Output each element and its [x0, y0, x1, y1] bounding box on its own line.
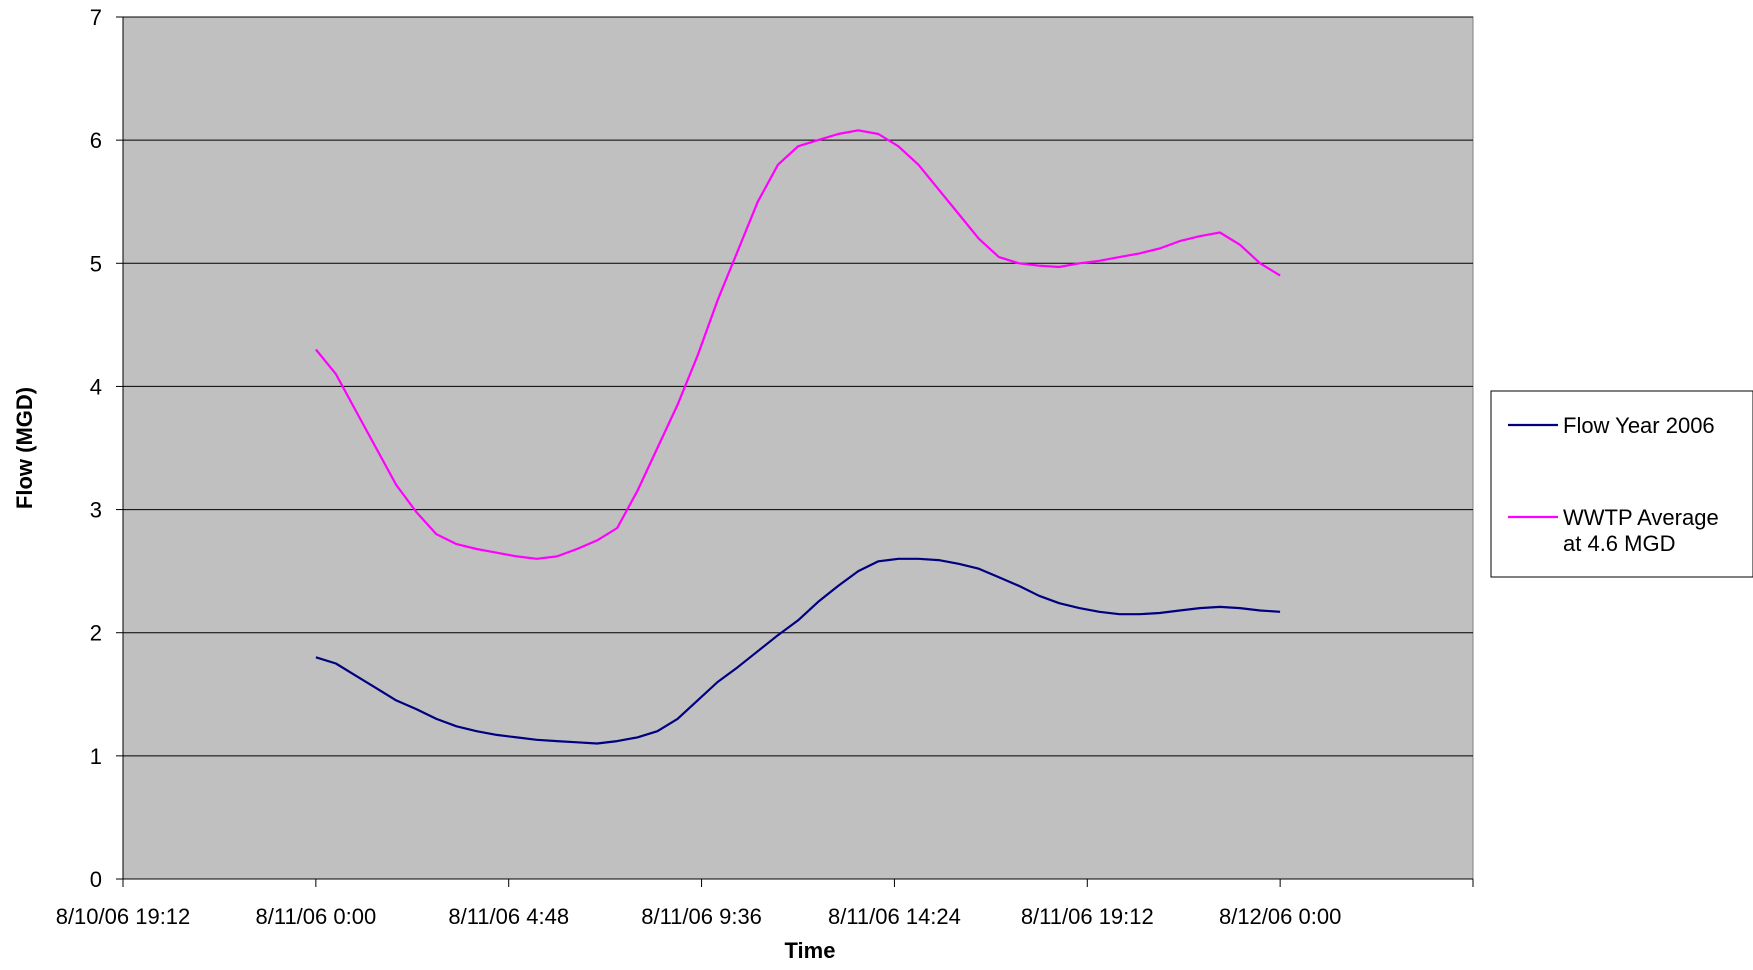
series-line-1 [315, 557, 1281, 745]
grid-lines [123, 16, 1473, 757]
y-tick-label: 4 [90, 374, 102, 399]
x-tick-label: 8/11/06 9:36 [641, 904, 762, 929]
x-tick-label: 8/11/06 0:00 [256, 904, 377, 929]
y-tick-label: 6 [90, 128, 102, 153]
y-tick-label: 5 [90, 251, 102, 276]
y-tick-label: 0 [90, 867, 102, 892]
y-tick-label: 1 [90, 744, 102, 769]
x-axis-title: Time [785, 938, 836, 963]
series-lines [315, 129, 1281, 745]
y-axis-title: Flow (MGD) [12, 387, 37, 509]
x-tick-label: 8/11/06 14:24 [828, 904, 961, 929]
y-tick-label: 3 [90, 498, 102, 523]
x-tick-labels: 8/10/06 19:12 8/11/06 0:00 8/11/06 4:48 8/1… [56, 904, 1342, 929]
plot-area [122, 16, 1474, 880]
y-tick-label: 2 [90, 621, 102, 646]
x-tick-label: 8/10/06 19:12 [56, 904, 191, 929]
x-tick-label: 8/11/06 19:12 [1021, 904, 1154, 929]
axes [116, 16, 1474, 887]
legend-label-1: Flow Year 2006 [1563, 413, 1715, 438]
legend: Flow Year 2006 WWTP Average at 4.6 MGD [1490, 390, 1753, 578]
series-line-2 [315, 129, 1281, 560]
x-tick-label: 8/12/06 0:00 [1219, 904, 1341, 929]
legend-label-2: WWTP Average at 4.6 MGD [1563, 505, 1719, 556]
legend-box [1490, 390, 1753, 578]
x-tick-label: 8/11/06 4:48 [448, 904, 569, 929]
y-tick-labels: 0 1 2 3 4 5 6 7 [90, 5, 102, 892]
y-tick-label: 7 [90, 5, 102, 30]
